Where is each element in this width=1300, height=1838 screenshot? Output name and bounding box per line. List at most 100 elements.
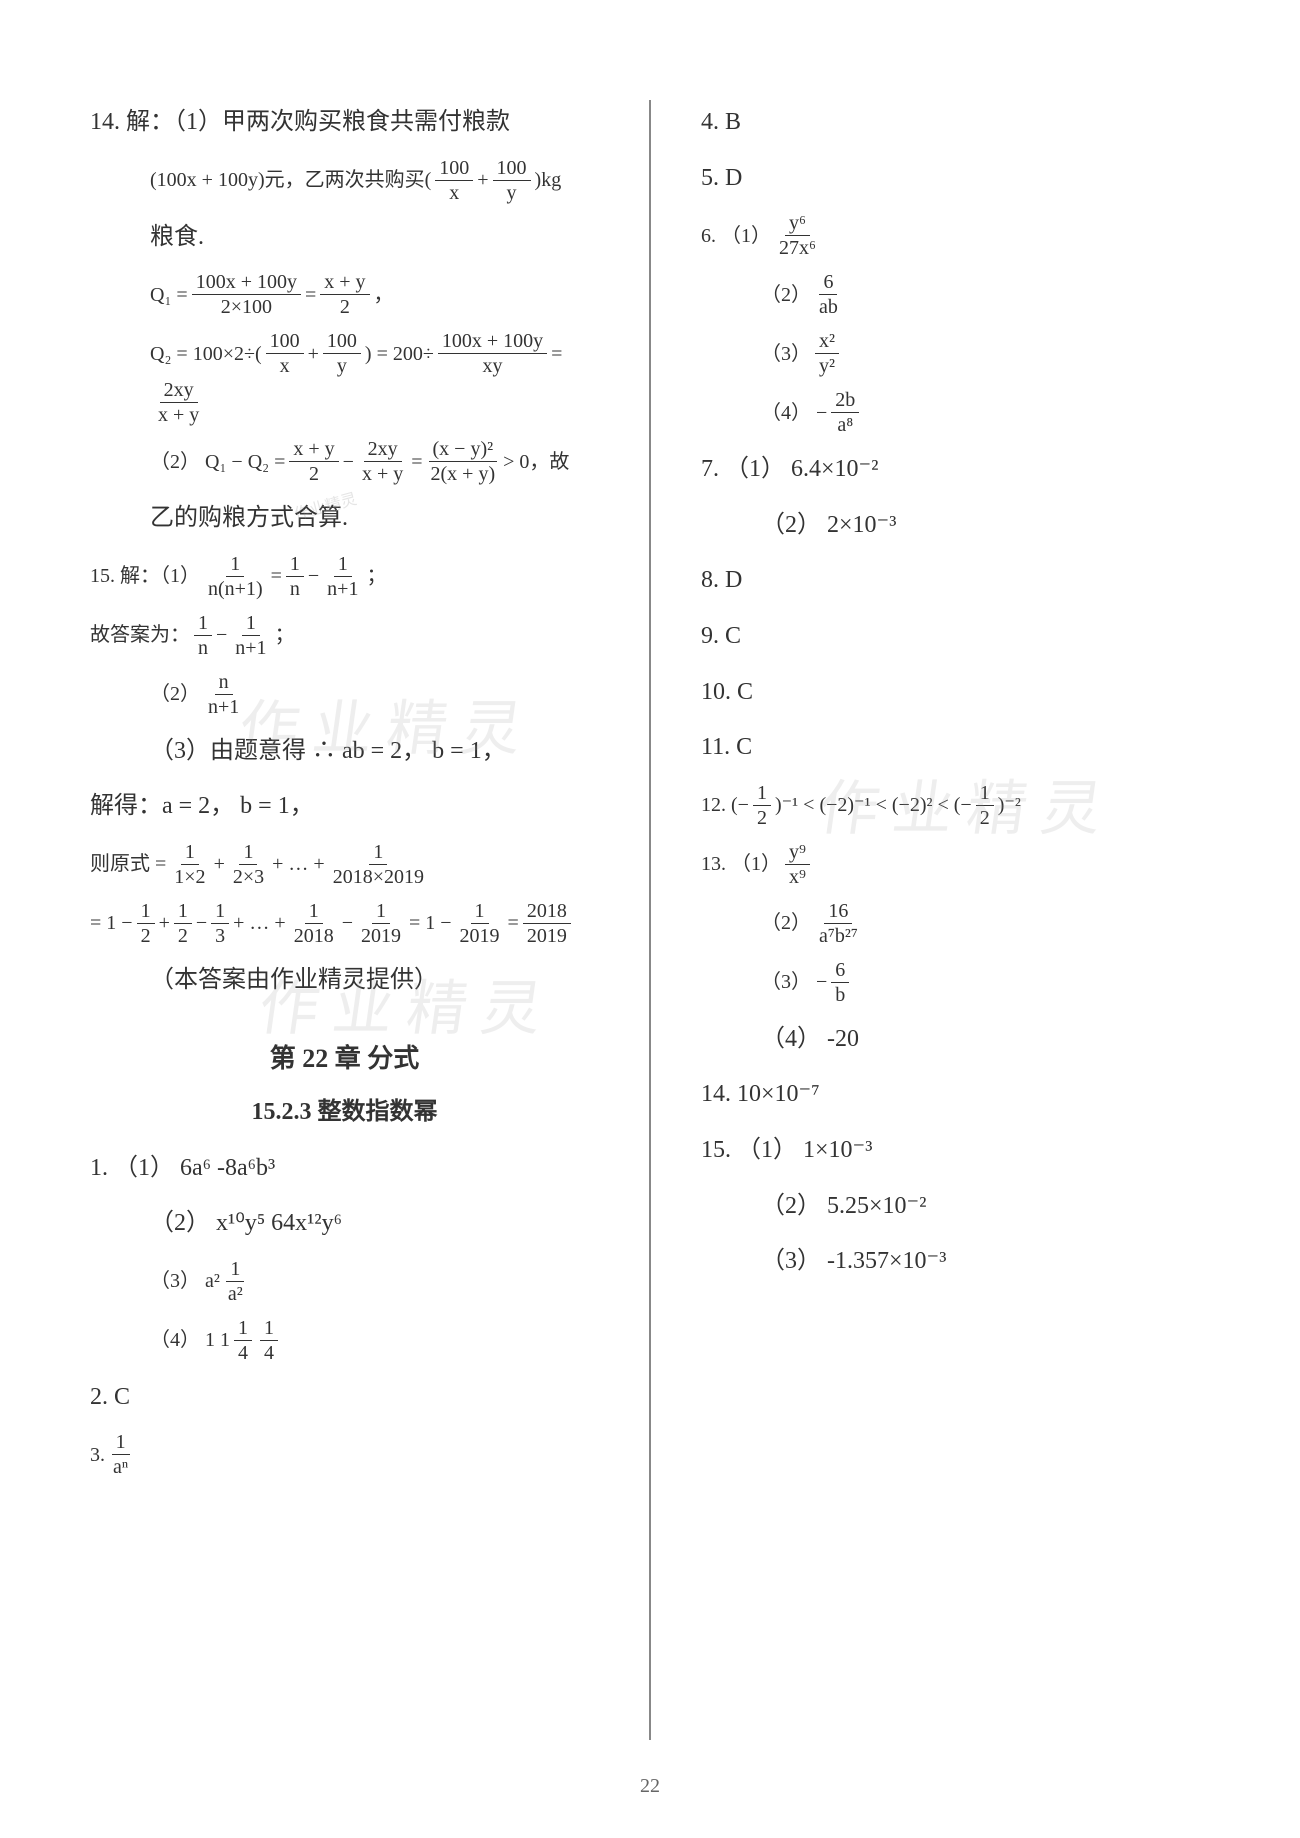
math-text: ；: [275, 616, 295, 654]
left-column: 14. 解：（1）甲两次购买粮食共需付粮款 (100x + 100y)元，乙两次共…: [90, 100, 599, 1740]
text-line: (100x + 100y)元，乙两次共购买(100x + 100y)kg: [90, 156, 599, 205]
math-text: Q₁ =: [150, 276, 188, 314]
math-text: 6. （1）: [701, 217, 771, 255]
fraction: x²y²: [815, 329, 839, 378]
fraction: 12: [174, 899, 192, 948]
math-text: −: [342, 904, 353, 942]
math-text: ) = 200÷: [365, 335, 434, 373]
math-text: （4） 1 1: [150, 1321, 230, 1359]
math-text: （2）: [761, 904, 811, 942]
fraction: x + y2: [289, 437, 338, 486]
text-line: 8. D: [701, 558, 1210, 604]
math-text: > 0，故: [503, 443, 569, 481]
text-line: 1. （1） 6a⁶ -8a⁶b³: [90, 1146, 599, 1192]
text-line: 14. 解：（1）甲两次购买粮食共需付粮款: [90, 100, 599, 146]
math-text: ，: [374, 276, 394, 314]
math-text: （2）: [150, 675, 200, 713]
text-line: （2） 6ab: [701, 270, 1210, 319]
fraction: 6ab: [815, 270, 842, 319]
math-text: （4） −: [761, 394, 827, 432]
text-line: 则原式 = 11×2 + 12×3 + … + 12018×2019: [90, 840, 599, 889]
math-text: Q₂ = 100×2÷(: [150, 335, 262, 373]
text-line: （4） 1 1 14 14: [90, 1316, 599, 1365]
math-text: = 1 −: [90, 904, 133, 942]
fraction: 1aⁿ: [109, 1430, 132, 1479]
fraction: 11×2: [170, 840, 209, 889]
math-text: )⁻²: [998, 786, 1021, 824]
math-text: (100x + 100y)元，乙两次共购买(: [150, 161, 431, 199]
text-line: 14. 10×10⁻⁷: [701, 1072, 1210, 1118]
math-text: )⁻¹ < (−2)⁻¹ < (−2)² < (−: [775, 786, 972, 824]
fraction: nn+1: [204, 670, 243, 719]
text-line: 15. 解：（1） 1n(n+1) = 1n − 1n+1；: [90, 552, 599, 601]
column-divider: [649, 100, 651, 1740]
math-text: −: [216, 616, 227, 654]
text-line: 15. （1） 1×10⁻³: [701, 1128, 1210, 1174]
text-line: 故答案为：1n − 1n+1；: [90, 611, 599, 660]
math-text: =: [271, 557, 282, 595]
text-line: 9. C: [701, 614, 1210, 660]
text-line: （4） -20: [701, 1017, 1210, 1063]
text-line: （3） a² 1a²: [90, 1257, 599, 1306]
text-line: （2） 5.25×10⁻²: [701, 1184, 1210, 1230]
fraction: 12018: [290, 899, 338, 948]
text-line: Q₂ = 100×2÷(100x + 100y) = 200÷100x + 10…: [90, 329, 599, 427]
fraction: 1n+1: [231, 611, 270, 660]
text-line: （3）由题意得 ∴ ab = 2， b = 1，: [90, 729, 599, 775]
page-container: 14. 解：（1）甲两次购买粮食共需付粮款 (100x + 100y)元，乙两次共…: [90, 100, 1210, 1740]
text-line: 乙的购粮方式合算.: [90, 496, 599, 542]
fraction: 2ba⁸: [831, 388, 859, 437]
math-text: =: [411, 443, 422, 481]
text-line: 3. 1aⁿ: [90, 1430, 599, 1479]
fraction: x + y2: [320, 270, 369, 319]
text-line: 解得：a = 2， b = 1，: [90, 784, 599, 830]
math-text: 3.: [90, 1436, 105, 1474]
fraction: 100x: [435, 156, 473, 205]
text-line: 4. B: [701, 100, 1210, 146]
fraction: 14: [234, 1316, 252, 1365]
math-text: （2）: [761, 276, 811, 314]
math-text: +: [477, 161, 488, 199]
math-text: −: [196, 904, 207, 942]
fraction: 12018×2019: [329, 840, 428, 889]
math-text: 则原式 =: [90, 845, 166, 883]
fraction: 12: [137, 899, 155, 948]
text-line: 12. (−12)⁻¹ < (−2)⁻¹ < (−2)² < (−12)⁻²: [701, 781, 1210, 830]
math-text: 12. (−: [701, 786, 749, 824]
math-text: +: [308, 335, 319, 373]
fraction: (x − y)²2(x + y): [427, 437, 500, 486]
math-text: +: [159, 904, 170, 942]
math-text: = 1 −: [409, 904, 452, 942]
text-line: 13. （1） y⁹x⁹: [701, 840, 1210, 889]
fraction: 100y: [493, 156, 531, 205]
text-line: （3） − 6b: [701, 958, 1210, 1007]
fraction: 100x + 100y2×100: [192, 270, 301, 319]
text-line: （2） 2×10⁻³: [701, 503, 1210, 549]
fraction: y⁹x⁹: [785, 840, 810, 889]
math-text: −: [343, 443, 354, 481]
math-text: =: [508, 904, 519, 942]
fraction: 13: [211, 899, 229, 948]
math-text: （3） −: [761, 963, 827, 1001]
fraction: y⁶27x⁶: [775, 211, 820, 260]
fraction: 1n: [194, 611, 212, 660]
math-text: 故答案为：: [90, 616, 190, 654]
text-line: （2） x¹⁰y⁵ 64x¹²y⁶: [90, 1201, 599, 1247]
math-text: + … +: [233, 904, 286, 942]
fraction: 2xyx + y: [358, 437, 407, 486]
math-text: −: [308, 557, 319, 595]
fraction: 12: [753, 781, 771, 830]
page-number: 22: [640, 1775, 660, 1798]
fraction: 1n: [286, 552, 304, 601]
text-line: （3） -1.357×10⁻³: [701, 1239, 1210, 1285]
text-line: 5. D: [701, 156, 1210, 202]
fraction: 12019: [357, 899, 405, 948]
text-line: 2. C: [90, 1375, 599, 1421]
math-text: （3） a²: [150, 1262, 220, 1300]
text-line: 10. C: [701, 670, 1210, 716]
fraction: 100x: [266, 329, 304, 378]
math-text: （3）: [761, 335, 811, 373]
fraction: 1n(n+1): [204, 552, 267, 601]
fraction: 2xyx + y: [154, 378, 203, 427]
math-text: =: [551, 335, 562, 373]
